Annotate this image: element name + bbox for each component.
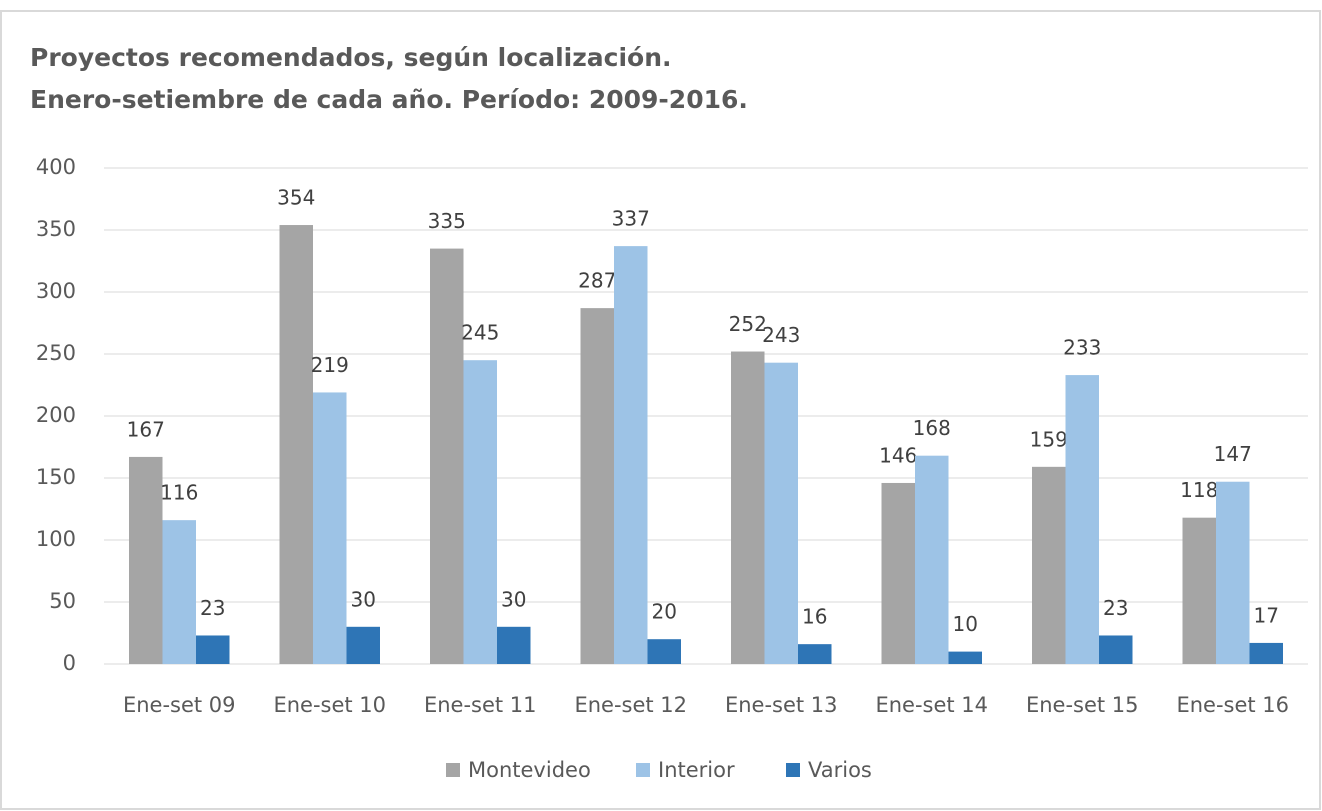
y-tick-label: 400 [36,155,76,179]
bar [881,482,915,664]
y-tick-label: 50 [49,589,76,613]
y-tick-label: 0 [63,651,76,675]
data-label: 252 [729,312,767,336]
data-label: 23 [200,596,225,620]
legend-swatch [786,763,800,777]
chart-subtitle: Enero-setiembre de cada año. Período: 20… [30,85,748,114]
chart-border [0,10,1321,810]
legend-swatch [636,763,650,777]
bar [129,456,163,664]
data-label: 233 [1063,336,1101,360]
bar [764,362,798,664]
x-tick-label: Ene-set 13 [725,693,838,717]
x-tick-label: Ene-set 12 [574,693,687,717]
bar [463,360,497,664]
bar [1182,517,1216,664]
data-label: 335 [428,209,466,233]
x-tick-label: Ene-set 10 [273,693,386,717]
data-label: 146 [879,443,917,467]
bar [1099,635,1133,664]
bar [731,351,765,664]
bar [279,225,313,665]
x-tick-label: Ene-set 14 [875,693,988,717]
bar [346,626,380,664]
bar [798,644,832,664]
data-label: 17 [1254,603,1279,627]
bar [915,455,949,664]
legend-label: Montevideo [468,758,591,782]
bar [430,248,464,664]
y-tick-label: 100 [36,527,76,551]
bar [497,626,531,664]
y-tick-label: 300 [36,279,76,303]
data-label: 30 [351,587,376,611]
bar [1032,466,1066,664]
data-label: 116 [160,481,198,505]
data-label: 118 [1180,478,1218,502]
data-label: 287 [578,269,616,293]
data-label: 20 [652,600,677,624]
data-label: 243 [762,323,800,347]
legend-swatch [446,763,460,777]
data-label: 219 [311,353,349,377]
bar [1065,375,1099,664]
x-tick-label: Ene-set 09 [123,693,236,717]
y-tick-label: 250 [36,341,76,365]
bar [580,308,614,664]
data-label: 16 [802,605,827,629]
data-label: 168 [913,416,951,440]
bar [1216,481,1250,664]
data-label: 245 [461,321,499,345]
bar [162,520,196,664]
y-tick-label: 150 [36,465,76,489]
y-tick-label: 350 [36,217,76,241]
y-tick-label: 200 [36,403,76,427]
data-label: 354 [277,186,315,210]
x-tick-label: Ene-set 11 [424,693,537,717]
legend-label: Interior [658,758,735,782]
bar [647,639,681,664]
bar [948,651,982,664]
x-tick-label: Ene-set 15 [1026,693,1139,717]
x-tick-label: Ene-set 16 [1176,693,1289,717]
chart-title: Proyectos recomendados, según localizaci… [30,43,672,72]
data-label: 337 [612,207,650,231]
bar [196,635,230,664]
bar [313,392,347,664]
data-label: 159 [1030,427,1068,451]
data-label: 147 [1214,442,1252,466]
data-label: 30 [501,587,526,611]
data-label: 23 [1103,596,1128,620]
data-label: 10 [953,612,978,636]
legend-label: Varios [808,758,872,782]
bar [1249,642,1283,664]
bar [614,246,648,664]
data-label: 167 [127,417,165,441]
